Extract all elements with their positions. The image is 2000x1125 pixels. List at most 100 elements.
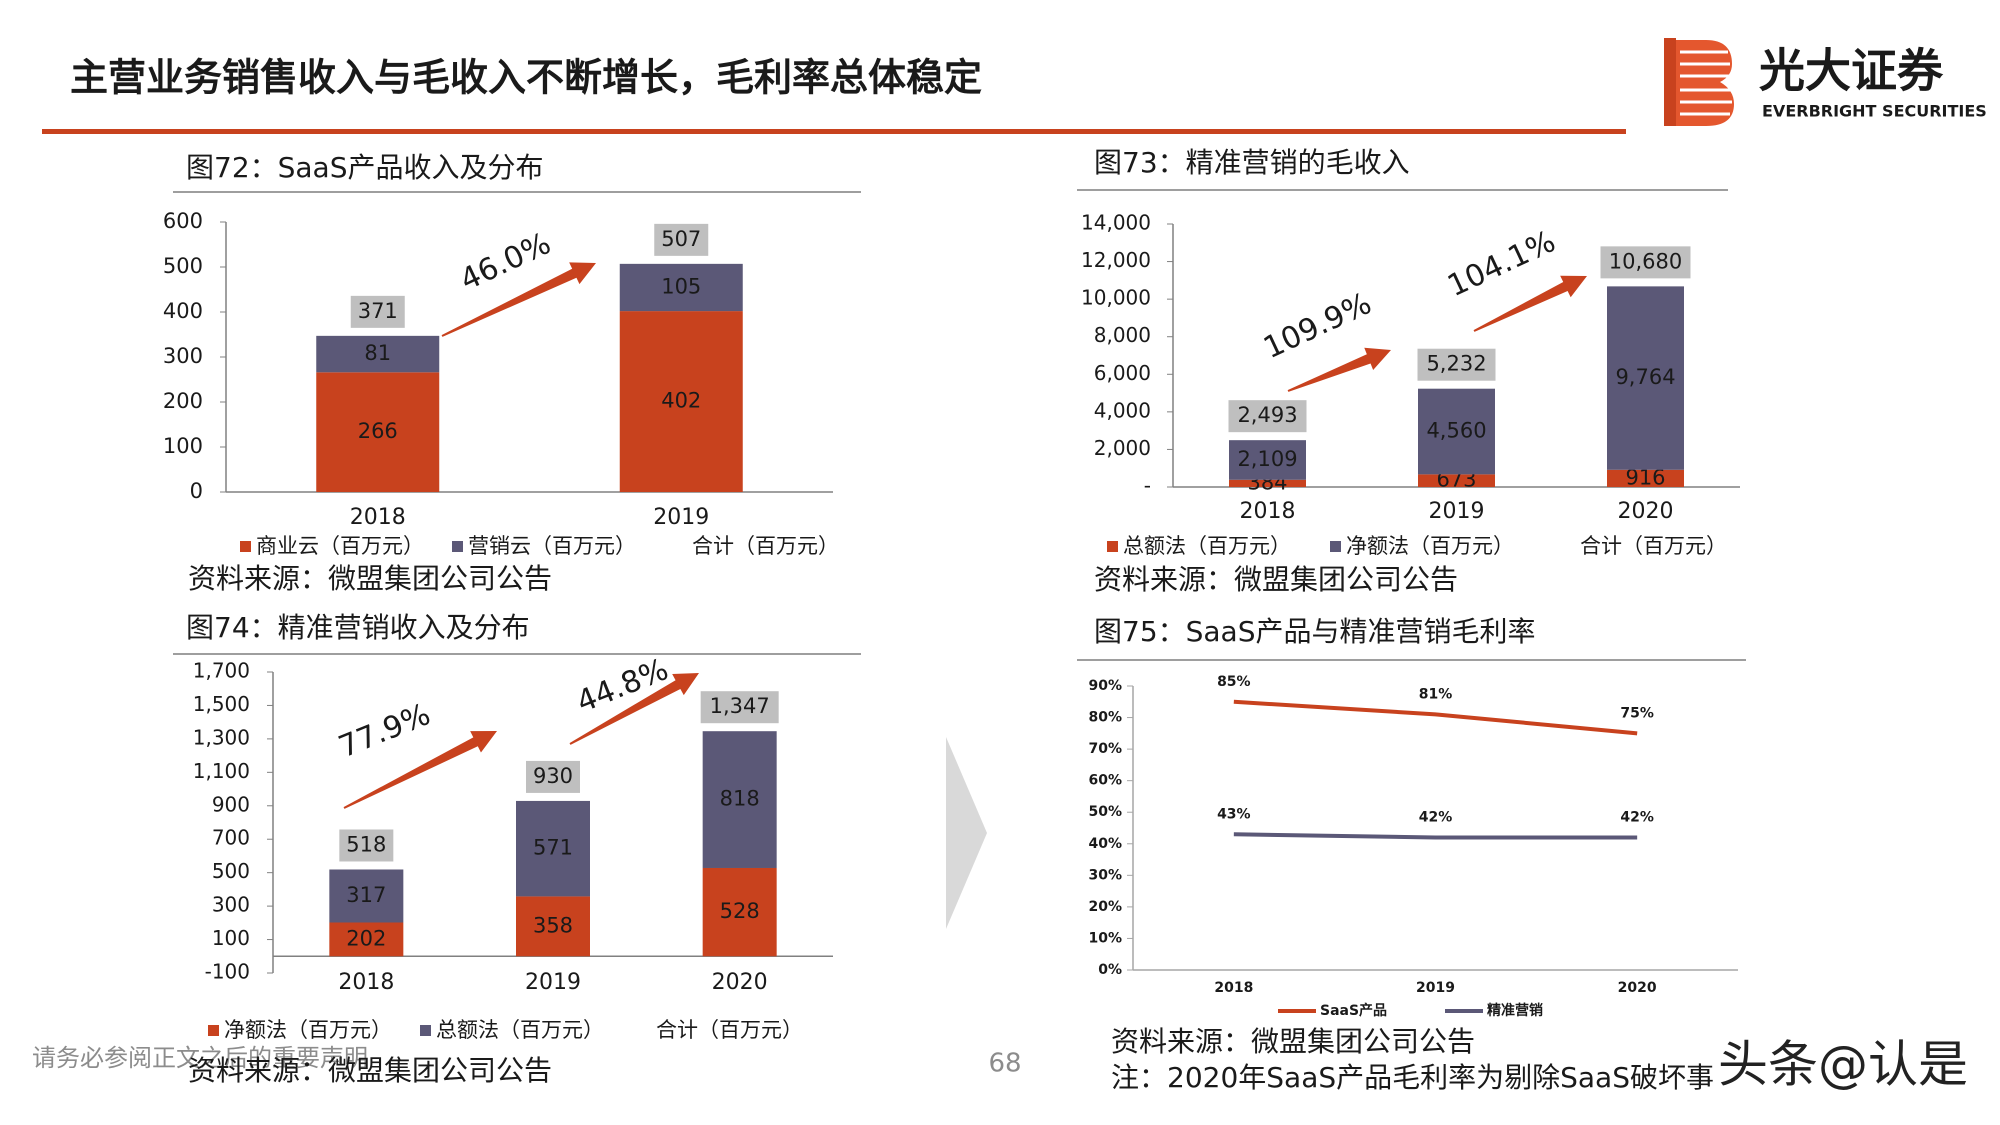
bar-segment [1418, 474, 1495, 487]
bar-segment [702, 867, 777, 957]
y-tick-label: 1,300 [193, 725, 250, 749]
logo-stripes [1680, 50, 1732, 116]
y-tick-label: 2,000 [1094, 436, 1151, 460]
total-label: 930 [533, 764, 573, 788]
total-label: 10,680 [1609, 249, 1682, 273]
chart-source: 资料来源：微盟集团公司公告 [188, 1054, 552, 1087]
total-label: 5,232 [1426, 352, 1486, 376]
bar-segment [516, 800, 590, 897]
point-label: 42% [1620, 809, 1654, 825]
legend-label: 净额法（百万元） [224, 1018, 392, 1042]
legend-label: 合计（百万元） [1580, 534, 1727, 558]
y-tick-label: 90% [1088, 678, 1122, 694]
total-box [350, 295, 405, 328]
total-box [1600, 246, 1691, 279]
watermark: 头条@认是 [1718, 1036, 1968, 1094]
disclaimer: 请务必参阅正文之后的重要声明 [32, 1044, 368, 1072]
x-tick-label: 2019 [653, 505, 709, 530]
legend-swatch [1107, 541, 1118, 552]
legend-label: 总额法（百万元） [436, 1018, 604, 1042]
chevron [946, 737, 987, 929]
y-tick-label: 60% [1088, 773, 1122, 789]
growth-arrow [343, 731, 497, 809]
y-tick-label: 80% [1088, 710, 1122, 726]
x-tick-label: 2019 [1429, 499, 1485, 524]
page-number: 68 [988, 1049, 1021, 1079]
logo-mark [1664, 38, 1734, 126]
bar-segment [329, 869, 404, 923]
point-label: 81% [1419, 686, 1453, 702]
bar-segment [702, 731, 777, 868]
legend-swatch [208, 1025, 219, 1036]
chart-title: 图75：SaaS产品与精准营销毛利率 [1094, 615, 1536, 648]
logo-english: EVERBRIGHT SECURITIES [1762, 102, 1987, 121]
slide-title: 主营业务销售收入与毛收入不断增长，毛利率总体稳定 [70, 56, 982, 100]
y-tick-label: 20% [1088, 899, 1122, 915]
bar-label: 266 [358, 419, 398, 443]
chart-source: 资料来源：微盟集团公司公告 [1094, 563, 1458, 596]
total-box [339, 829, 394, 862]
bar-label: 317 [346, 883, 386, 907]
bar-segment [1418, 388, 1495, 475]
y-tick-label: - [1144, 474, 1151, 498]
y-tick-label: 400 [163, 299, 203, 323]
legend-label: 合计（百万元） [692, 534, 839, 558]
bar-label: 202 [346, 926, 386, 950]
total-box [1228, 400, 1307, 433]
bar-segment [329, 922, 404, 957]
bar-label: 818 [720, 787, 760, 811]
y-tick-label: 600 [163, 209, 203, 233]
bar-label: 81 [364, 341, 391, 365]
point-label: 42% [1419, 809, 1453, 825]
legend-label: 营销云（百万元） [468, 534, 636, 558]
x-tick-label: 2019 [525, 970, 581, 995]
legend-label: SaaS产品 [1320, 1002, 1387, 1019]
total-box [1417, 348, 1496, 381]
growth-arrow [569, 673, 699, 745]
line-series [1233, 832, 1638, 840]
y-tick-label: 0% [1098, 962, 1122, 978]
bar-segment [1607, 286, 1684, 470]
legend-swatch [1330, 541, 1341, 552]
point-label: 43% [1217, 806, 1251, 822]
legend-label: 净额法（百万元） [1346, 534, 1514, 558]
x-tick-label: 2018 [350, 505, 406, 530]
bar-label: 571 [533, 836, 573, 860]
bar-label: 9,764 [1615, 365, 1675, 389]
y-tick-label: 8,000 [1094, 323, 1151, 347]
bar-label: 358 [533, 913, 573, 937]
y-tick-label: 100 [212, 926, 250, 950]
y-tick-label: 4,000 [1094, 398, 1151, 422]
y-tick-label: 14,000 [1081, 211, 1151, 235]
legend-label: 商业云（百万元） [256, 534, 424, 558]
chart-source: 资料来源：微盟集团公司公告 [188, 562, 552, 595]
total-box [526, 760, 580, 793]
y-tick-label: 10% [1088, 930, 1122, 946]
total-label: 507 [661, 227, 701, 251]
y-tick-label: 700 [212, 826, 250, 850]
bar-segment [316, 335, 440, 373]
y-tick-label: 30% [1088, 867, 1122, 883]
bar-label: 402 [661, 389, 701, 413]
title-rule [42, 129, 1626, 134]
bar-segment [619, 263, 743, 312]
x-tick-label: 2018 [338, 970, 394, 995]
legend-swatch [240, 541, 251, 552]
x-tick-label: 2020 [1618, 499, 1674, 524]
growth-arrow [1287, 347, 1391, 392]
x-tick-label: 2019 [1416, 980, 1455, 996]
bar-label: 528 [720, 899, 760, 923]
point-label: 85% [1217, 674, 1251, 690]
total-label: 371 [358, 299, 398, 323]
x-tick-label: 2020 [1618, 980, 1657, 996]
logo-bar [1664, 38, 1676, 126]
y-tick-label: 500 [163, 254, 203, 278]
bar-segment [316, 372, 440, 492]
growth-arrow [1473, 275, 1587, 332]
point-label: 75% [1620, 705, 1654, 721]
x-tick-label: 2020 [712, 970, 768, 995]
y-tick-label: 1,100 [193, 759, 250, 783]
legend-label: 精准营销 [1487, 1002, 1543, 1019]
y-tick-label: 100 [163, 434, 203, 458]
